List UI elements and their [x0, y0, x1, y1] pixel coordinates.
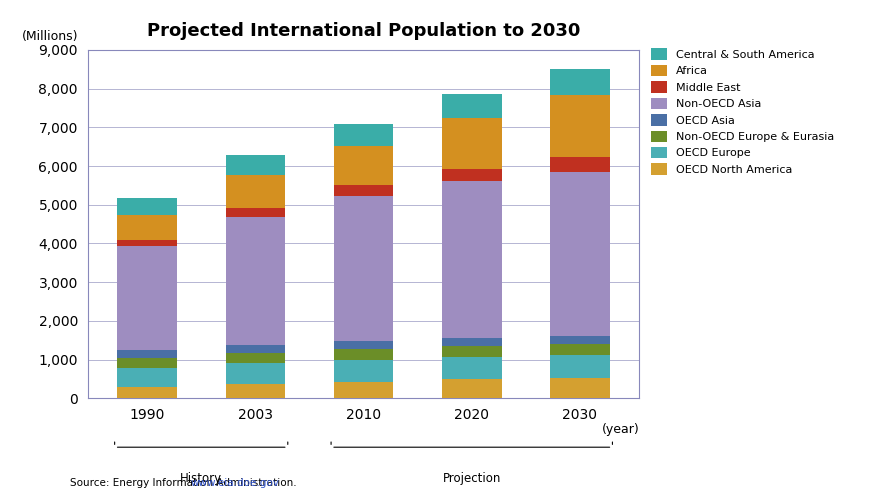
- Bar: [117, 198, 177, 215]
- Bar: [550, 355, 610, 378]
- Bar: [225, 345, 285, 353]
- Text: (Millions): (Millions): [22, 30, 78, 43]
- Bar: [334, 341, 393, 349]
- Bar: [334, 196, 393, 341]
- Text: Projection: Projection: [442, 472, 501, 485]
- Text: Source: Energy Information Administration.: Source: Energy Information Administratio…: [70, 478, 303, 488]
- Bar: [442, 94, 502, 118]
- Bar: [550, 95, 610, 157]
- Text: www.eia.doe.gov: www.eia.doe.gov: [191, 478, 279, 488]
- Bar: [550, 69, 610, 95]
- Bar: [225, 353, 285, 364]
- Bar: [550, 336, 610, 344]
- Bar: [442, 338, 502, 346]
- Bar: [225, 364, 285, 384]
- Bar: [117, 368, 177, 387]
- Bar: [442, 357, 502, 379]
- Bar: [550, 344, 610, 355]
- Legend: Central & South America, Africa, Middle East, Non-OECD Asia, OECD Asia, Non-OECD: Central & South America, Africa, Middle …: [651, 48, 834, 175]
- Bar: [550, 378, 610, 398]
- Title: Projected International Population to 2030: Projected International Population to 20…: [147, 22, 580, 40]
- Bar: [334, 360, 393, 382]
- Text: (year): (year): [602, 423, 639, 436]
- Bar: [442, 181, 502, 338]
- Bar: [117, 387, 177, 398]
- Bar: [442, 118, 502, 169]
- Bar: [334, 349, 393, 360]
- Text: History: History: [180, 472, 223, 485]
- Bar: [334, 382, 393, 398]
- Bar: [334, 145, 393, 185]
- Bar: [225, 384, 285, 398]
- Bar: [334, 124, 393, 145]
- Bar: [442, 346, 502, 357]
- Bar: [550, 157, 610, 171]
- Bar: [117, 358, 177, 368]
- Bar: [117, 247, 177, 350]
- Bar: [442, 379, 502, 398]
- Bar: [117, 215, 177, 240]
- Bar: [225, 217, 285, 345]
- Bar: [225, 175, 285, 208]
- Bar: [117, 350, 177, 358]
- Bar: [117, 240, 177, 247]
- Bar: [442, 169, 502, 181]
- Bar: [225, 155, 285, 175]
- Bar: [225, 208, 285, 217]
- Bar: [334, 185, 393, 196]
- Bar: [550, 171, 610, 336]
